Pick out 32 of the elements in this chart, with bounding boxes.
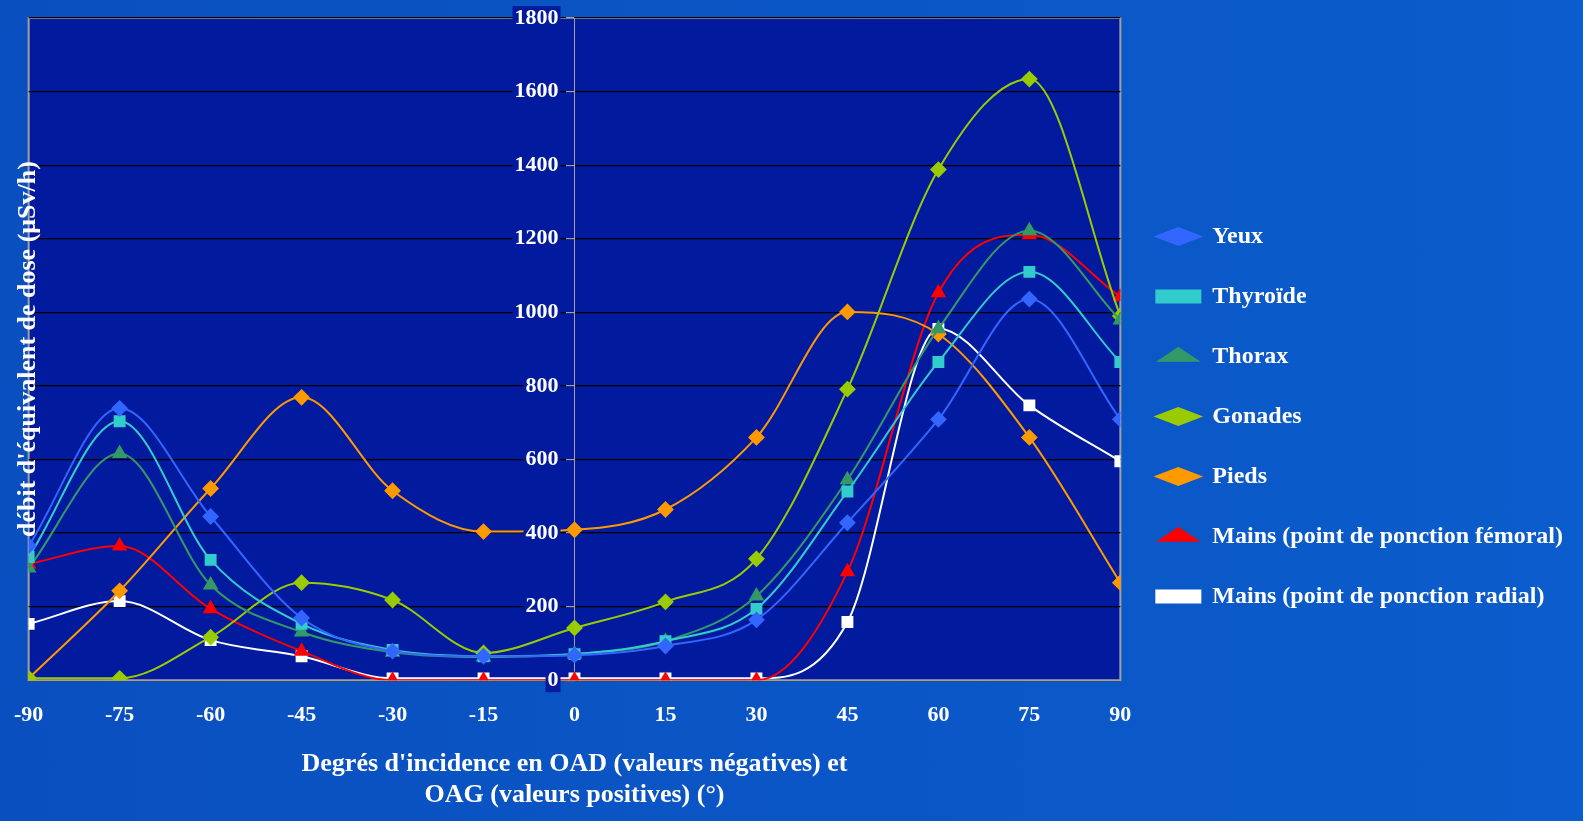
- x-tick-label: 15: [654, 701, 677, 727]
- y-tick-label: 1000: [514, 298, 559, 323]
- y-tick-label: 200: [525, 592, 559, 618]
- x-tick-label: 0: [569, 701, 580, 727]
- y-tick-label: 1200: [514, 224, 559, 250]
- y-tick-label: 1600: [514, 77, 559, 103]
- legend-label: Mains (point de ponction radial): [1212, 581, 1545, 608]
- y-tick-label: 1800: [514, 3, 559, 29]
- x-tick-label: -60: [195, 701, 226, 727]
- x-tick-label: -90: [14, 701, 44, 727]
- y-tick-label: 1400: [514, 150, 559, 176]
- x-tick-label: 90: [1109, 701, 1132, 727]
- x-tick-label: 75: [1018, 701, 1041, 727]
- x-axis-title: Degrés d'incidence en OAD (valeurs négatives) et OAG (valeurs positives) (°): [301, 747, 848, 809]
- legend-label: Thorax: [1212, 341, 1289, 368]
- x-tick-label: -30: [377, 701, 408, 727]
- legend-label: Gonades: [1212, 401, 1302, 428]
- x-tick-label: 45: [836, 701, 859, 727]
- x-tick-label: -15: [468, 701, 499, 727]
- legend-label: Pieds: [1212, 461, 1268, 488]
- y-tick-label: 600: [525, 445, 559, 471]
- legend-label: Mains (point de ponction fémoral): [1212, 521, 1564, 548]
- y-tick-label: 800: [525, 371, 559, 397]
- x-tick-label: -75: [104, 701, 135, 727]
- x-tick-label: -45: [286, 701, 317, 727]
- legend-label: Yeux: [1212, 221, 1264, 248]
- y-tick-label: 400: [525, 518, 559, 544]
- y-axis-title: débit d'équivalent de dose (μSv/h): [11, 161, 41, 538]
- y-tick-label: 0: [547, 665, 559, 691]
- legend-label: Thyroïde: [1212, 281, 1307, 308]
- x-tick-label: 30: [745, 701, 768, 727]
- x-tick-label: 60: [927, 701, 950, 727]
